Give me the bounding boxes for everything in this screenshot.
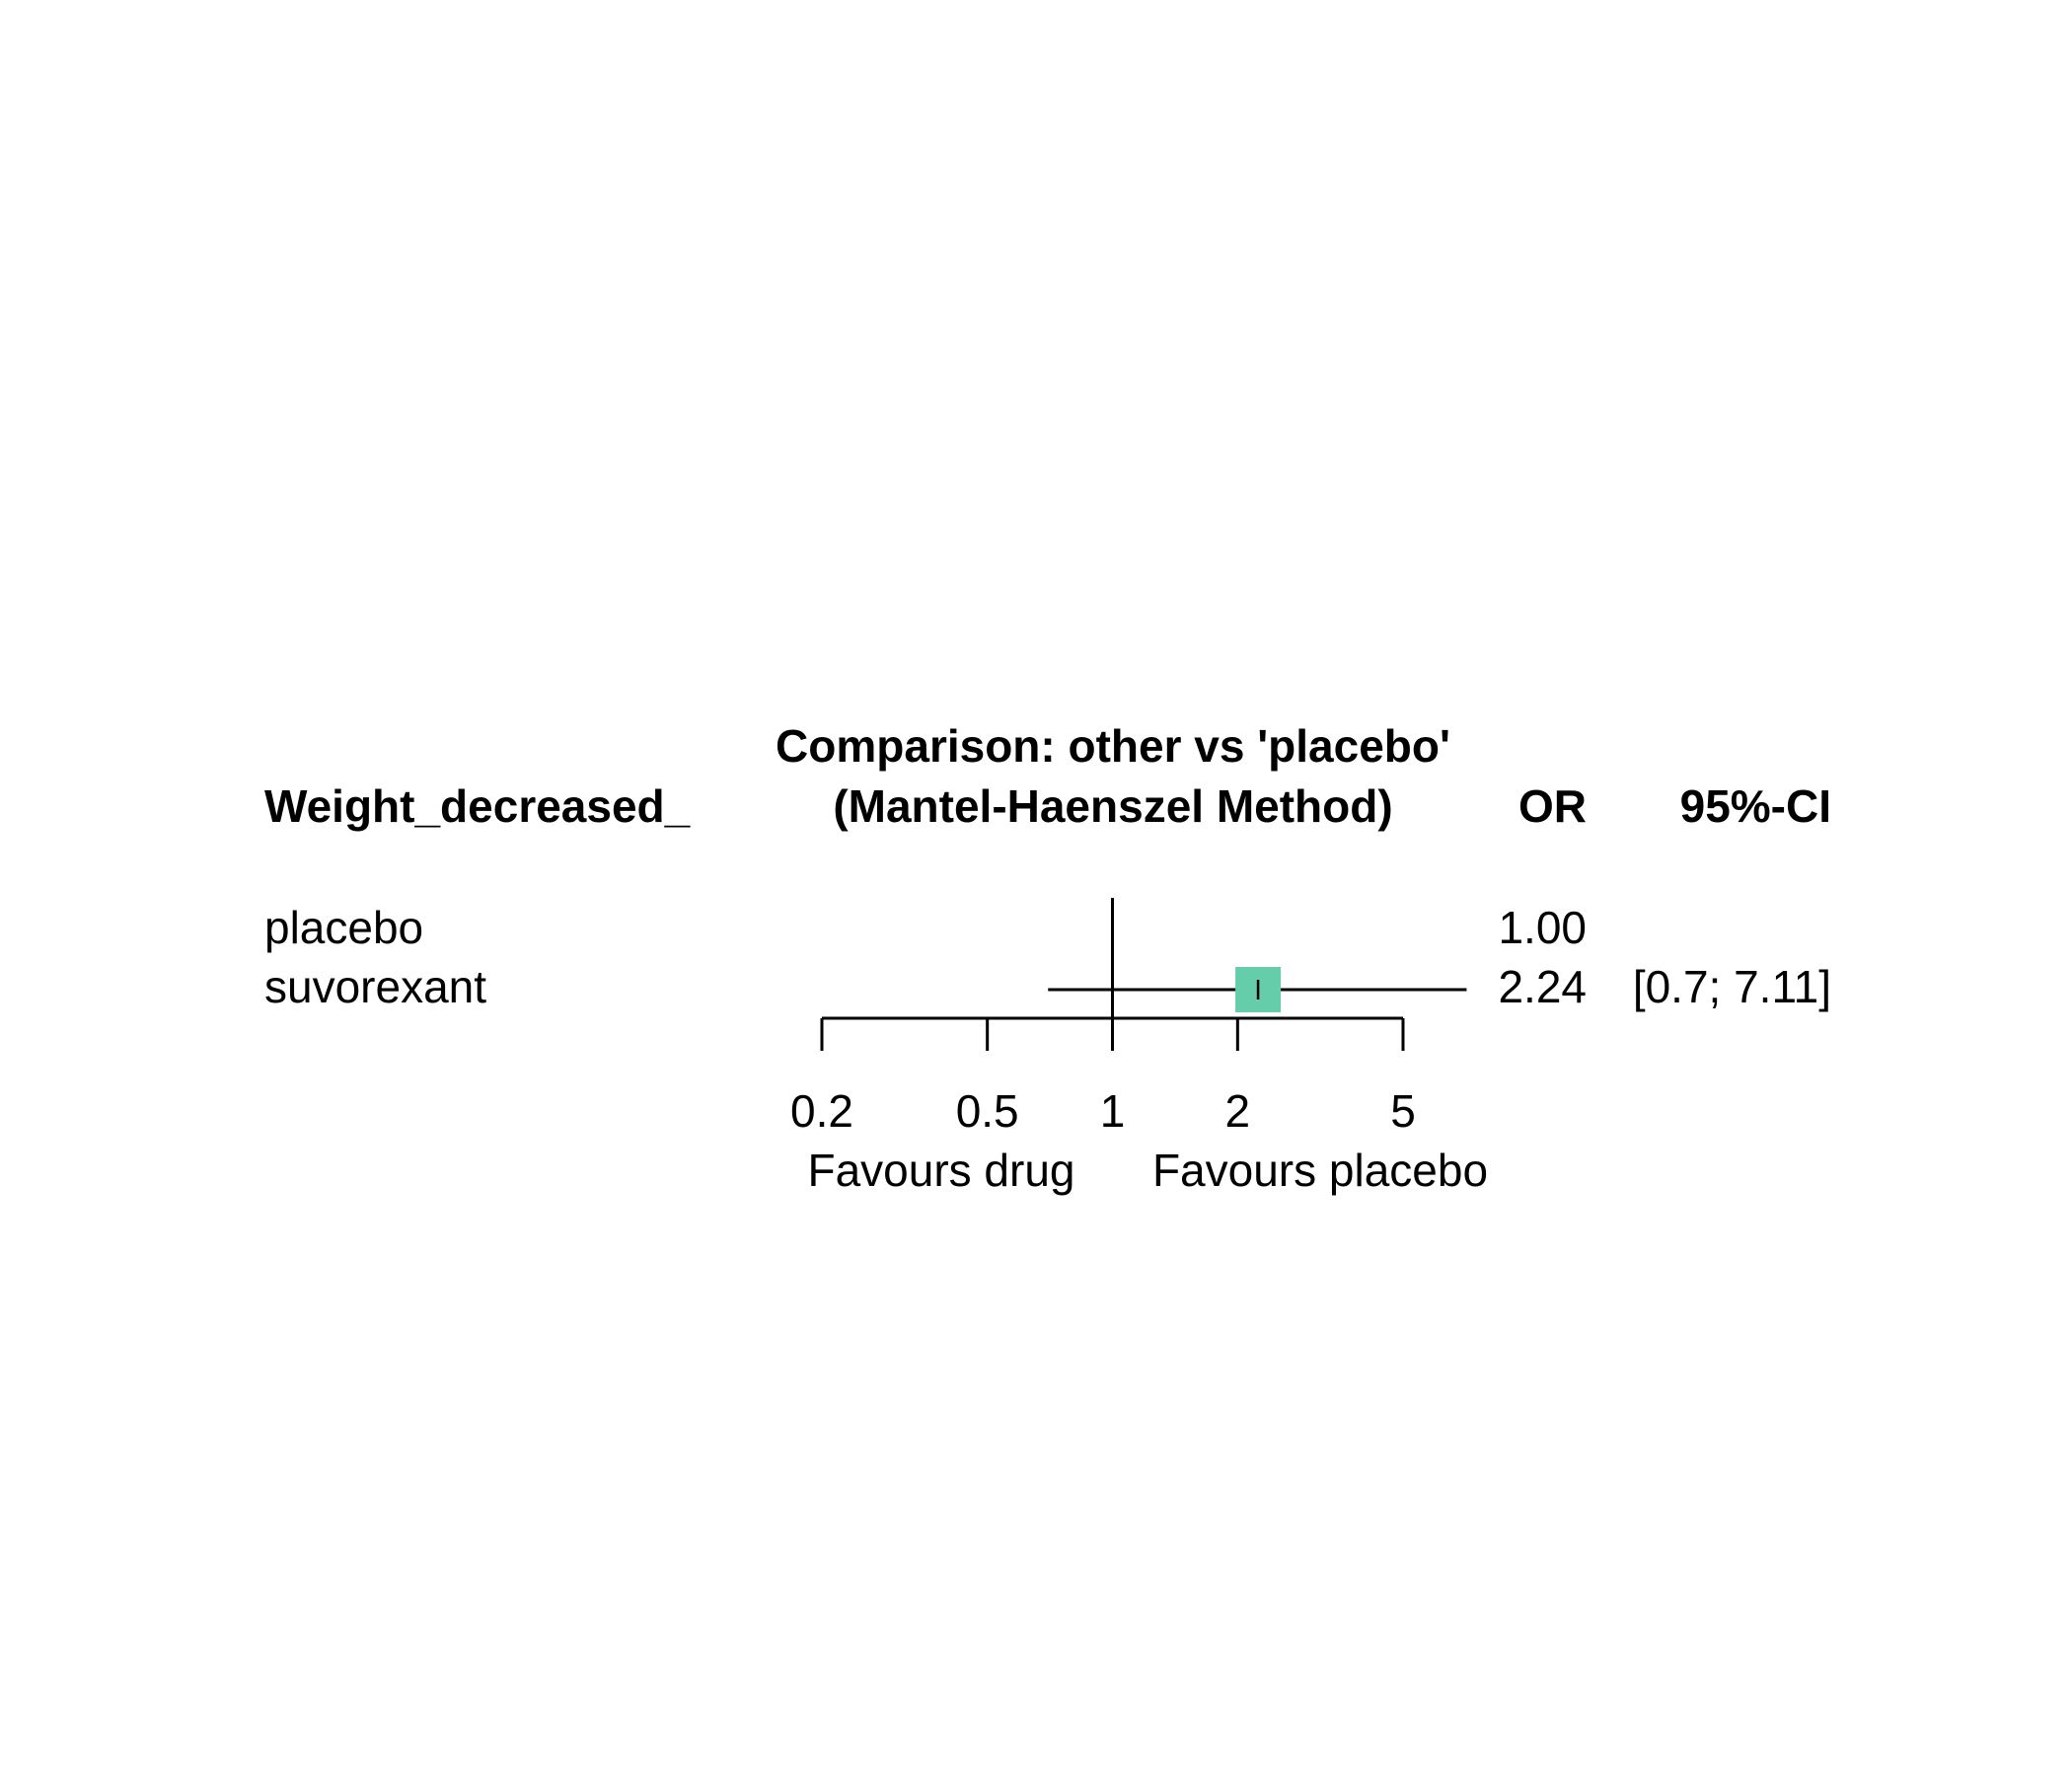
x-axis-ticks: 0.2 0.5 1 2 5 — [790, 1018, 1416, 1137]
row-or-suvorexant: 2.24 — [1498, 961, 1587, 1012]
row-ci-suvorexant: [0.7; 7.11] — [1633, 961, 1831, 1012]
row-label-suvorexant: suvorexant — [264, 961, 486, 1012]
or-column-header: OR — [1518, 780, 1587, 832]
x-tick-label: 0.2 — [790, 1085, 853, 1137]
outcome-label: Weight_decreased_ — [264, 780, 691, 832]
row-or-placebo: 1.00 — [1498, 902, 1587, 953]
xlabel-favours-placebo: Favours placebo — [1152, 1145, 1488, 1196]
x-tick-label: 2 — [1225, 1085, 1251, 1137]
method-label: (Mantel-Haenszel Method) — [833, 780, 1392, 832]
x-tick-label: 1 — [1100, 1085, 1126, 1137]
x-tick-label: 0.5 — [956, 1085, 1019, 1137]
ci-column-header: 95%-CI — [1680, 780, 1831, 832]
chart-title: Comparison: other vs 'placebo' — [776, 720, 1450, 772]
row-label-placebo: placebo — [264, 902, 423, 953]
x-tick-label: 5 — [1390, 1085, 1416, 1137]
xlabel-favours-drug: Favours drug — [807, 1145, 1074, 1196]
